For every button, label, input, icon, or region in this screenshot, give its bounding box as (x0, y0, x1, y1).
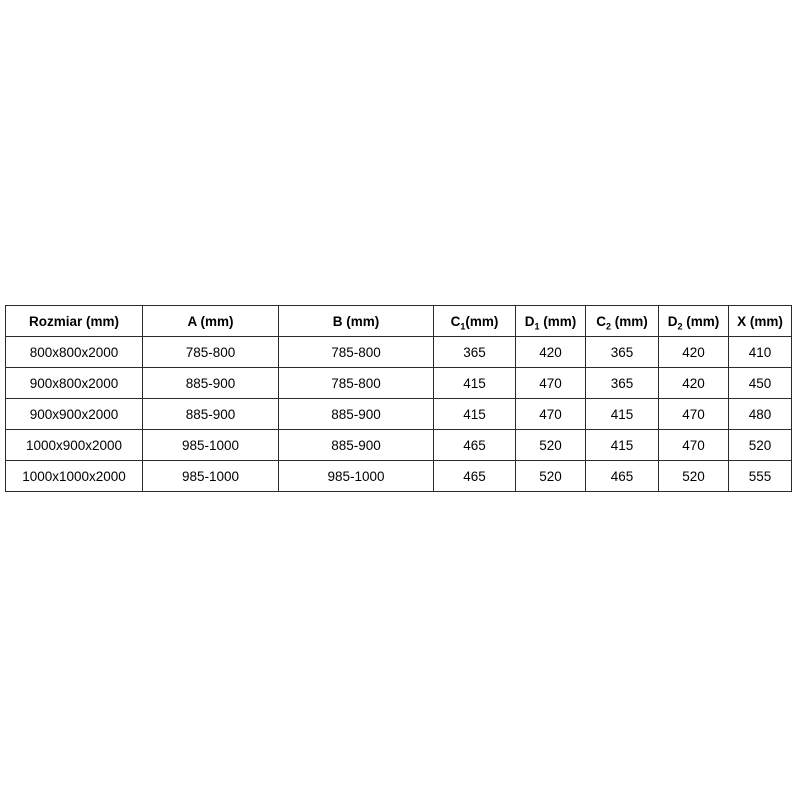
table-cell: 470 (658, 429, 729, 461)
table-cell: 465 (433, 460, 516, 492)
table-cell: 415 (585, 398, 659, 430)
table-cell: 885-900 (278, 429, 434, 461)
table-cell: 470 (515, 398, 586, 430)
table-cell: 480 (728, 398, 792, 430)
table-cell: 885-900 (142, 367, 279, 399)
table-cell: 450 (728, 367, 792, 399)
table-row: 900x900x2000 885-900 885-900 415 470 415 470 48… (5, 398, 792, 430)
table-cell: 365 (433, 336, 516, 368)
table-row: 1000x1000x2000 985-1000 985-1000 465 520 465 5… (5, 460, 792, 492)
table-cell: 785-800 (278, 367, 434, 399)
table-cell: 420 (658, 336, 729, 368)
header-x: X (mm) (728, 305, 792, 337)
table-cell: 420 (515, 336, 586, 368)
table-cell: 1000x1000x2000 (5, 460, 143, 492)
table-cell: 785-800 (142, 336, 279, 368)
table-cell: 415 (585, 429, 659, 461)
header-d1: D1 (mm) (515, 305, 586, 337)
header-c1: C1(mm) (433, 305, 516, 337)
table-header-row: Rozmiar (mm) A (mm) B (mm) C1(mm) D1 (mm… (5, 305, 792, 337)
table-cell: 470 (515, 367, 586, 399)
table-cell: 900x900x2000 (5, 398, 143, 430)
table-row: 800x800x2000 785-800 785-800 365 420 365 420 41… (5, 336, 792, 368)
table-cell: 520 (515, 460, 586, 492)
table-cell: 465 (433, 429, 516, 461)
size-spec-table: Rozmiar (mm) A (mm) B (mm) C1(mm) D1 (mm… (5, 305, 792, 492)
header-c2: C2 (mm) (585, 305, 659, 337)
table-cell: 415 (433, 367, 516, 399)
table-cell: 410 (728, 336, 792, 368)
table-cell: 885-900 (142, 398, 279, 430)
table-cell: 555 (728, 460, 792, 492)
table-body: 800x800x2000 785-800 785-800 365 420 365 420 41… (5, 336, 792, 492)
table-cell: 785-800 (278, 336, 434, 368)
header-rozmiar: Rozmiar (mm) (5, 305, 143, 337)
table-cell: 520 (728, 429, 792, 461)
table-row: 900x800x2000 885-900 785-800 415 470 365 420 45… (5, 367, 792, 399)
table-cell: 465 (585, 460, 659, 492)
table-row: 1000x900x2000 985-1000 885-900 465 520 415 470… (5, 429, 792, 461)
table-cell: 420 (658, 367, 729, 399)
table-cell: 985-1000 (142, 429, 279, 461)
table-cell: 1000x900x2000 (5, 429, 143, 461)
table-cell: 985-1000 (142, 460, 279, 492)
table-cell: 415 (433, 398, 516, 430)
table-cell: 520 (515, 429, 586, 461)
table-cell: 520 (658, 460, 729, 492)
table-cell: 985-1000 (278, 460, 434, 492)
table-cell: 900x800x2000 (5, 367, 143, 399)
table-cell: 365 (585, 336, 659, 368)
table-cell: 800x800x2000 (5, 336, 143, 368)
header-d2: D2 (mm) (658, 305, 729, 337)
header-a: A (mm) (142, 305, 279, 337)
header-b: B (mm) (278, 305, 434, 337)
table-cell: 885-900 (278, 398, 434, 430)
table-cell: 365 (585, 367, 659, 399)
table-cell: 470 (658, 398, 729, 430)
